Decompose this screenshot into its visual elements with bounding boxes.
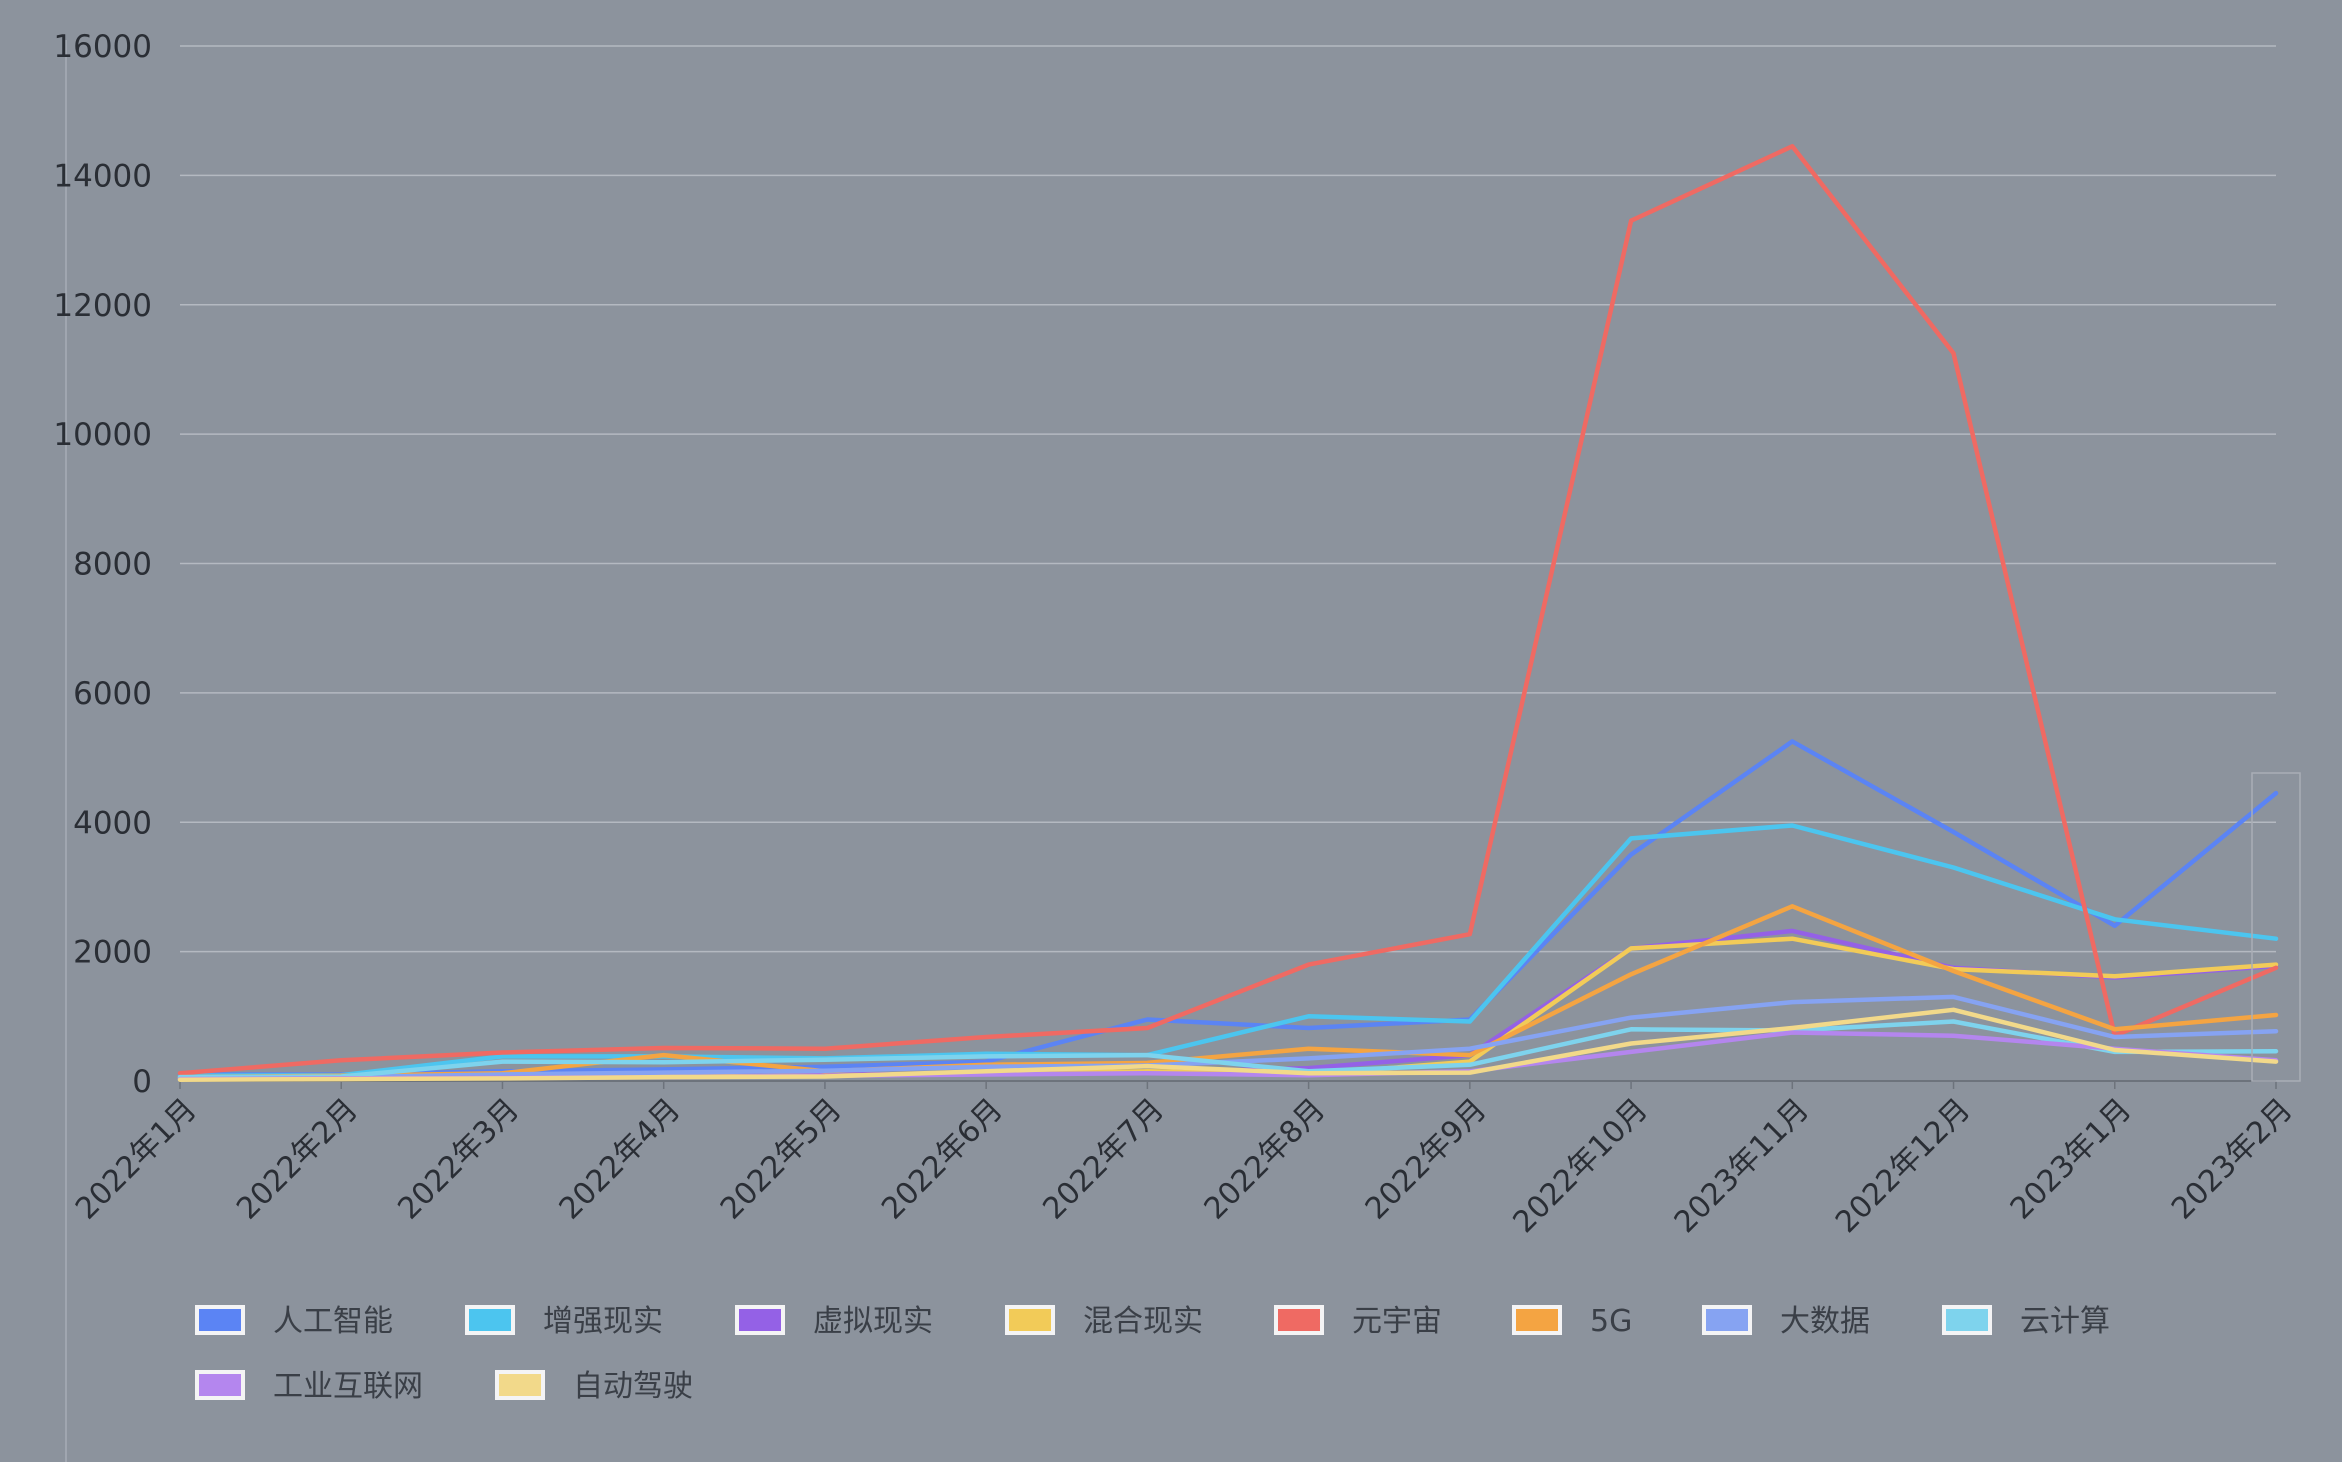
legend-label: 增强现实 [543, 1304, 663, 1339]
legend-item-6[interactable]: 大数据 [1702, 1304, 1870, 1339]
legend-item-7[interactable]: 云计算 [1942, 1304, 2110, 1339]
series-line-9[interactable] [177, 1007, 2279, 1082]
legend-label: 人工智能 [273, 1304, 393, 1339]
x-tick-label: 2023年2月 [2165, 1092, 2300, 1227]
x-tick-label: 2022年8月 [1198, 1092, 1333, 1227]
legend-item-9[interactable]: 自动驾驶 [495, 1369, 693, 1404]
x-tick-label: 2022年7月 [1036, 1092, 1171, 1227]
legend-swatch [1009, 1309, 1051, 1331]
y-tick-label: 2000 [73, 935, 152, 971]
legend-item-4[interactable]: 元宇宙 [1274, 1304, 1442, 1339]
legend-swatch [1278, 1309, 1320, 1331]
legend-item-2[interactable]: 虚拟现实 [735, 1304, 933, 1339]
legend-item-3[interactable]: 混合现实 [1005, 1304, 1203, 1339]
legend-label: 虚拟现实 [813, 1304, 933, 1339]
series-line-1[interactable] [177, 823, 2279, 1079]
y-tick-label: 12000 [53, 288, 152, 324]
series-line-5[interactable] [177, 904, 2279, 1080]
x-tick-label: 2022年10月 [1507, 1092, 1655, 1240]
y-tick-label: 14000 [53, 158, 152, 194]
legend-swatch [469, 1309, 511, 1331]
y-tick-label: 16000 [53, 29, 152, 65]
legend-item-5[interactable]: 5G [1512, 1304, 1632, 1339]
y-tick-label: 0 [132, 1064, 152, 1100]
y-tick-label: 4000 [73, 805, 152, 841]
legend-label: 工业互联网 [273, 1369, 423, 1404]
legend-swatch [1706, 1309, 1748, 1331]
series-lines [177, 144, 2301, 1082]
hover-indicator-box [2251, 772, 2301, 1082]
series-line-4[interactable] [177, 144, 2279, 1076]
legend-swatch [739, 1309, 781, 1331]
legend-swatch [1946, 1309, 1988, 1331]
x-tick-label: 2022年2月 [230, 1092, 365, 1227]
legend-swatch [199, 1309, 241, 1331]
x-tick-label: 2023年11月 [1668, 1092, 1816, 1240]
x-axis: 2022年1月 2022年2月 2022年3月 2022年4月 2022年5月 2022年… [69, 1081, 2300, 1240]
series-line-7[interactable] [177, 1019, 2279, 1080]
legend-label: 混合现实 [1083, 1304, 1203, 1339]
y-tick-label: 10000 [53, 417, 152, 453]
legend-swatch [199, 1374, 241, 1396]
legend-swatch [499, 1374, 541, 1396]
legend-label: 大数据 [1780, 1304, 1870, 1339]
y-tick-label: 8000 [73, 547, 152, 583]
x-tick-label: 2022年5月 [714, 1092, 849, 1227]
x-tick-label: 2022年1月 [69, 1092, 204, 1227]
legend-label: 5G [1590, 1304, 1632, 1339]
legend-label: 自动驾驶 [573, 1369, 693, 1404]
grid [180, 45, 2276, 1082]
x-tick-label: 2022年9月 [1359, 1092, 1494, 1227]
legend-label: 元宇宙 [1352, 1304, 1442, 1339]
x-tick-label: 2022年4月 [553, 1092, 688, 1227]
x-tick-label: 2022年12月 [1829, 1092, 1977, 1240]
legend-item-0[interactable]: 人工智能 [195, 1304, 393, 1339]
x-tick-label: 2022年3月 [391, 1092, 526, 1227]
legend-swatch [1516, 1309, 1558, 1331]
x-tick-label: 2023年1月 [2004, 1092, 2139, 1227]
y-axis: 0 2000 4000 6000 8000 10000 12000 14000 16000 [53, 29, 152, 1462]
legend-item-8[interactable]: 工业互联网 [195, 1369, 423, 1404]
y-tick-label: 6000 [73, 676, 152, 712]
legend-item-1[interactable]: 增强现实 [465, 1304, 663, 1339]
legend-label: 云计算 [2020, 1304, 2110, 1339]
x-tick-label: 2022年6月 [875, 1092, 1010, 1227]
